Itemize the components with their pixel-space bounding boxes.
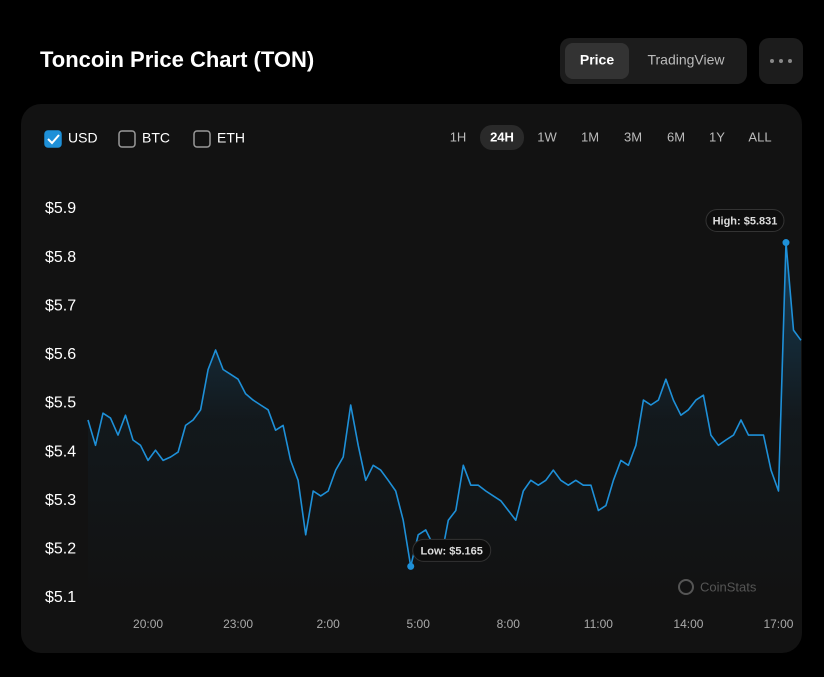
annotation-box (412, 538, 492, 562)
extreme-point (782, 239, 790, 247)
range-button[interactable]: 24H (490, 129, 514, 144)
view-button[interactable]: Price (580, 52, 614, 68)
range-button[interactable]: 1W (537, 129, 557, 144)
watermark: CoinStats (700, 579, 757, 594)
x-tick-label: 8:00 (497, 617, 521, 631)
x-tick-label: 23:00 (223, 617, 253, 631)
y-tick-label: $5.1 (45, 589, 76, 606)
plot: $5.1 $5.2 $5.3 $5.4 $5.5 $5.6 $5.7 $5.8 $5.9 20:0… (45, 200, 802, 631)
annotation: High: $5.831 (713, 215, 778, 227)
y-tick-label: $5.6 (45, 346, 76, 363)
checkbox[interactable] (193, 130, 211, 148)
y-tick-label: $5.5 (45, 395, 76, 412)
x-tick-label: 17:00 (763, 617, 793, 631)
x-tick-label: 14:00 (673, 617, 703, 631)
more-dot (770, 59, 774, 63)
area (88, 242, 801, 598)
checkbox[interactable] (44, 130, 62, 148)
range-button[interactable]: 1H (450, 129, 467, 144)
x-tick-label: 5:00 (407, 617, 431, 631)
more-dot (779, 59, 783, 63)
x-tick-label: 20:00 (133, 617, 163, 631)
checkbox-label[interactable]: ETH (217, 130, 245, 146)
y-tick-label: $5.4 (45, 443, 76, 460)
view-button[interactable]: TradingView (647, 52, 725, 68)
checkbox-label[interactable]: BTC (142, 130, 170, 146)
range-active[interactable] (480, 125, 524, 150)
checkmark (47, 134, 60, 145)
range-button[interactable]: ALL (748, 129, 771, 144)
y-tick-label: $5.8 (45, 249, 76, 266)
y-tick-label: $5.7 (45, 297, 76, 314)
x-tick-label: 2:00 (316, 617, 340, 631)
range-button[interactable]: 6M (667, 129, 685, 144)
y-tick-label: $5.3 (45, 492, 76, 509)
page-title: Toncoin Price Chart (TON) (40, 47, 314, 72)
annotation-box (705, 209, 785, 233)
controls: Price TradingView USD BTC ETH 1H 24H 1W 1M 3M 6M 1Y… (44, 43, 772, 150)
watermark-icon (678, 579, 694, 595)
range-button[interactable]: 1M (581, 129, 599, 144)
annotation: Low: $5.165 (421, 545, 483, 557)
more-dot (788, 59, 792, 63)
checkbox-label[interactable]: USD (68, 130, 98, 146)
range-button[interactable]: 3M (624, 129, 642, 144)
view-button-active[interactable] (565, 43, 629, 79)
y-tick-label: $5.9 (45, 200, 76, 217)
x-tick-label: 11:00 (584, 617, 613, 631)
y-tick-label: $5.2 (45, 541, 76, 558)
range-button[interactable]: 1Y (709, 129, 725, 144)
extreme-point (407, 562, 415, 570)
checkbox[interactable] (118, 130, 136, 148)
